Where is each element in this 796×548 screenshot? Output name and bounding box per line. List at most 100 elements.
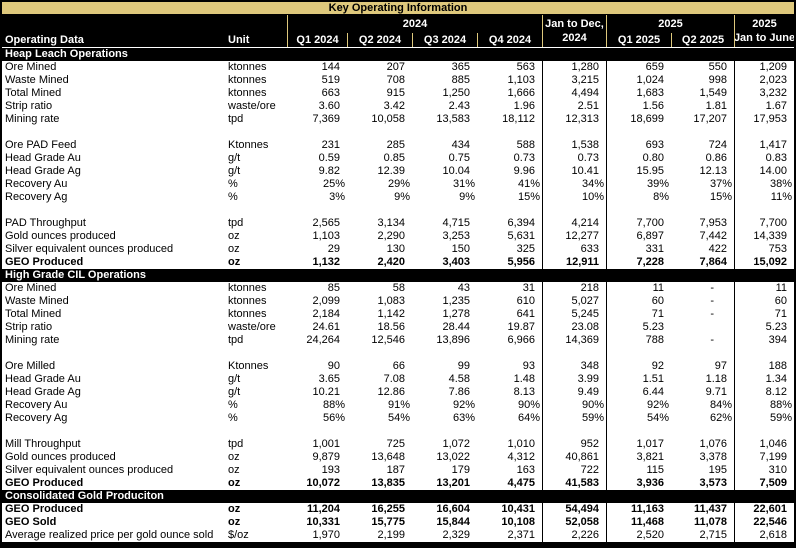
row-value: 550: [708, 61, 727, 73]
row-value: 58: [392, 282, 405, 294]
row-value: 2,715: [699, 529, 727, 541]
row-value: 0.83: [734, 152, 794, 165]
row-value: 659: [606, 61, 671, 74]
row-label: GEO Produced: [5, 477, 84, 489]
jan-to-dec-line1: Jan to Dec,: [545, 18, 604, 30]
column-header-q2-2024: Q2 2024: [347, 33, 412, 47]
row-label: Total Mined: [5, 87, 62, 99]
table-row: GEO Produced oz 11,204 16,255 16,604 10,431 54…: [2, 503, 794, 516]
row-value: 11,437: [693, 503, 727, 515]
row-value: 7,864: [699, 256, 727, 268]
row-unit: tpd: [228, 334, 244, 346]
row-value: 9,879: [312, 451, 340, 463]
row-value: 71: [606, 308, 671, 321]
row-label: Ore Milled: [5, 360, 56, 372]
row-value: 331: [606, 243, 671, 256]
row-label: Head Grade Au: [5, 373, 81, 385]
row-value: 66: [392, 360, 405, 372]
column-header-jan-to-dec-2024: Jan to Dec, 2024: [542, 15, 606, 47]
row-unit: ktonnes: [228, 61, 267, 73]
row-label: Waste Mined: [5, 295, 69, 307]
row-value: 12,546: [371, 334, 405, 346]
row-value: 2,023: [734, 74, 794, 87]
row-unit: %: [228, 191, 238, 203]
row-value: 5,027: [542, 295, 606, 308]
row-value: 9.49: [542, 386, 606, 399]
row-value: 1,132: [312, 256, 340, 268]
row-value: 13,835: [371, 477, 405, 489]
row-label: Mill Throughput: [5, 438, 81, 450]
row-unit: Ktonnes: [228, 360, 269, 372]
row-value: 18.56: [377, 321, 405, 333]
column-header-q2-2025: Q2 2025: [671, 33, 734, 47]
row-value: 92%: [452, 399, 475, 411]
row-value: 41%: [517, 178, 540, 190]
row-value: 3.65: [318, 373, 340, 385]
row-value: 5,245: [542, 308, 606, 321]
row-value: 3,403: [442, 256, 470, 268]
column-header-q1-2025: Q1 2025: [606, 33, 671, 47]
row-value: 29%: [387, 178, 410, 190]
row-value: [671, 204, 734, 217]
row-value: 10.21: [312, 386, 340, 398]
row-value: 4.58: [448, 373, 470, 385]
column-header-q1-2024: Q1 2024: [287, 33, 347, 47]
row-value: 15,844: [436, 516, 470, 528]
row-value: 2.51: [542, 100, 606, 113]
row-unit: $/oz: [228, 529, 249, 541]
row-value: 17,953: [734, 113, 794, 126]
row-value: 5,956: [507, 256, 535, 268]
row-value: 10,072: [306, 477, 340, 489]
row-value: 15%: [517, 191, 540, 203]
row-value: [477, 425, 542, 438]
column-header-q4-2024: Q4 2024: [477, 33, 542, 47]
row-value: 325: [516, 243, 535, 255]
row-value: 8%: [606, 191, 671, 204]
row-value: 753: [734, 243, 794, 256]
row-label: Strip ratio: [5, 321, 53, 333]
row-value: [542, 204, 606, 217]
row-value: 4,715: [442, 217, 470, 229]
row-value: 16,604: [436, 503, 470, 515]
row-value: 7,369: [312, 113, 340, 125]
row-value: 12,277: [542, 230, 606, 243]
row-value: 2,329: [442, 529, 470, 541]
row-value: [347, 425, 412, 438]
row-value: 0.59: [318, 152, 340, 164]
row-value: 348: [542, 360, 606, 373]
row-label: PAD Throughput: [5, 217, 86, 229]
row-value: 56%: [322, 412, 345, 424]
row-unit: oz: [228, 243, 240, 255]
row-value: 708: [386, 74, 405, 86]
row-value: 3.99: [542, 373, 606, 386]
row-value: [734, 204, 794, 217]
row-unit: g/t: [228, 373, 241, 385]
row-value: 13,022: [436, 451, 470, 463]
row-value: 6.44: [606, 386, 671, 399]
row-value: 90%: [517, 399, 540, 411]
row-value: 1,278: [442, 308, 470, 320]
table-row: Gold ounces produced oz 1,103 2,290 3,253 5,6…: [2, 230, 794, 243]
row-value: 3,936: [606, 477, 671, 490]
row-label: Recovery Au: [5, 178, 68, 190]
row-value: 3,378: [699, 451, 727, 463]
row-value: 1,083: [377, 295, 405, 307]
row-value: 54,494: [542, 503, 606, 516]
column-header-q3-2024: Q3 2024: [412, 33, 477, 47]
row-value: [542, 126, 606, 139]
row-value: 11,078: [693, 516, 727, 528]
row-label: Head Grade Au: [5, 152, 81, 164]
column-group-2025: 2025: [606, 15, 734, 33]
row-value: 6,966: [507, 334, 535, 346]
row-unit: ktonnes: [228, 74, 267, 86]
row-unit: oz: [228, 464, 240, 476]
row-unit: g/t: [228, 165, 241, 177]
row-unit: ktonnes: [228, 308, 267, 320]
row-value: 365: [451, 61, 470, 73]
row-value: 1,970: [312, 529, 340, 541]
table-row: Head Grade Au g/t 3.65 7.08 4.58 1.48 3.99 1.51…: [2, 373, 794, 386]
row-value: [734, 126, 794, 139]
row-label: Waste Mined: [5, 74, 69, 86]
section-header: Heap Leach Operations: [2, 48, 794, 61]
row-value: 24,264: [306, 334, 340, 346]
